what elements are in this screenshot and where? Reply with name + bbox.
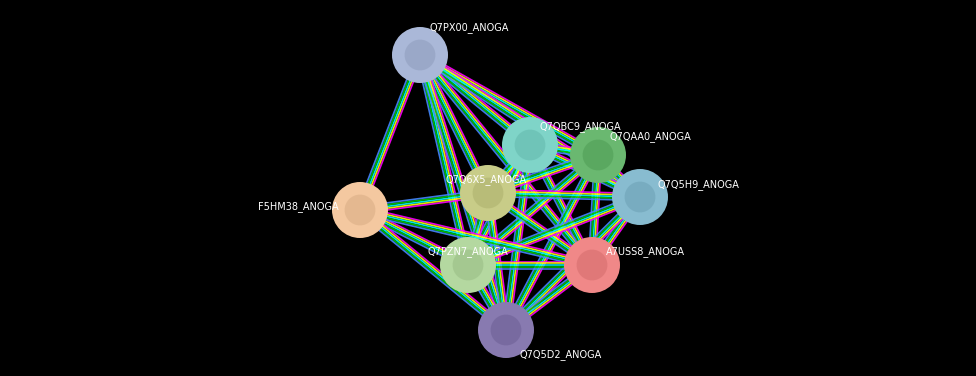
Circle shape [491, 315, 521, 346]
Text: Q7Q5H9_ANOGA: Q7Q5H9_ANOGA [658, 180, 740, 191]
Circle shape [405, 39, 435, 70]
Circle shape [453, 250, 483, 280]
Text: Q7Q5D2_ANOGA: Q7Q5D2_ANOGA [520, 350, 602, 361]
Circle shape [564, 237, 620, 293]
Circle shape [440, 237, 496, 293]
Text: Q7PZN7_ANOGA: Q7PZN7_ANOGA [428, 247, 508, 258]
Circle shape [625, 182, 656, 212]
Circle shape [514, 130, 546, 161]
Circle shape [332, 182, 388, 238]
Text: F5HM38_ANOGA: F5HM38_ANOGA [258, 202, 339, 212]
Text: A7USS8_ANOGA: A7USS8_ANOGA [606, 247, 685, 258]
Text: Q7QAA0_ANOGA: Q7QAA0_ANOGA [610, 132, 692, 143]
Circle shape [392, 27, 448, 83]
Circle shape [570, 127, 626, 183]
Circle shape [583, 139, 613, 170]
Text: Q7Q6X5_ANOGA: Q7Q6X5_ANOGA [445, 174, 526, 185]
Circle shape [472, 177, 504, 208]
Circle shape [460, 165, 516, 221]
Circle shape [502, 117, 558, 173]
Circle shape [478, 302, 534, 358]
Text: Q7QBC9_ANOGA: Q7QBC9_ANOGA [540, 121, 622, 132]
Circle shape [345, 195, 376, 225]
Text: Q7PX00_ANOGA: Q7PX00_ANOGA [430, 23, 509, 33]
Circle shape [577, 250, 607, 280]
Circle shape [612, 169, 668, 225]
